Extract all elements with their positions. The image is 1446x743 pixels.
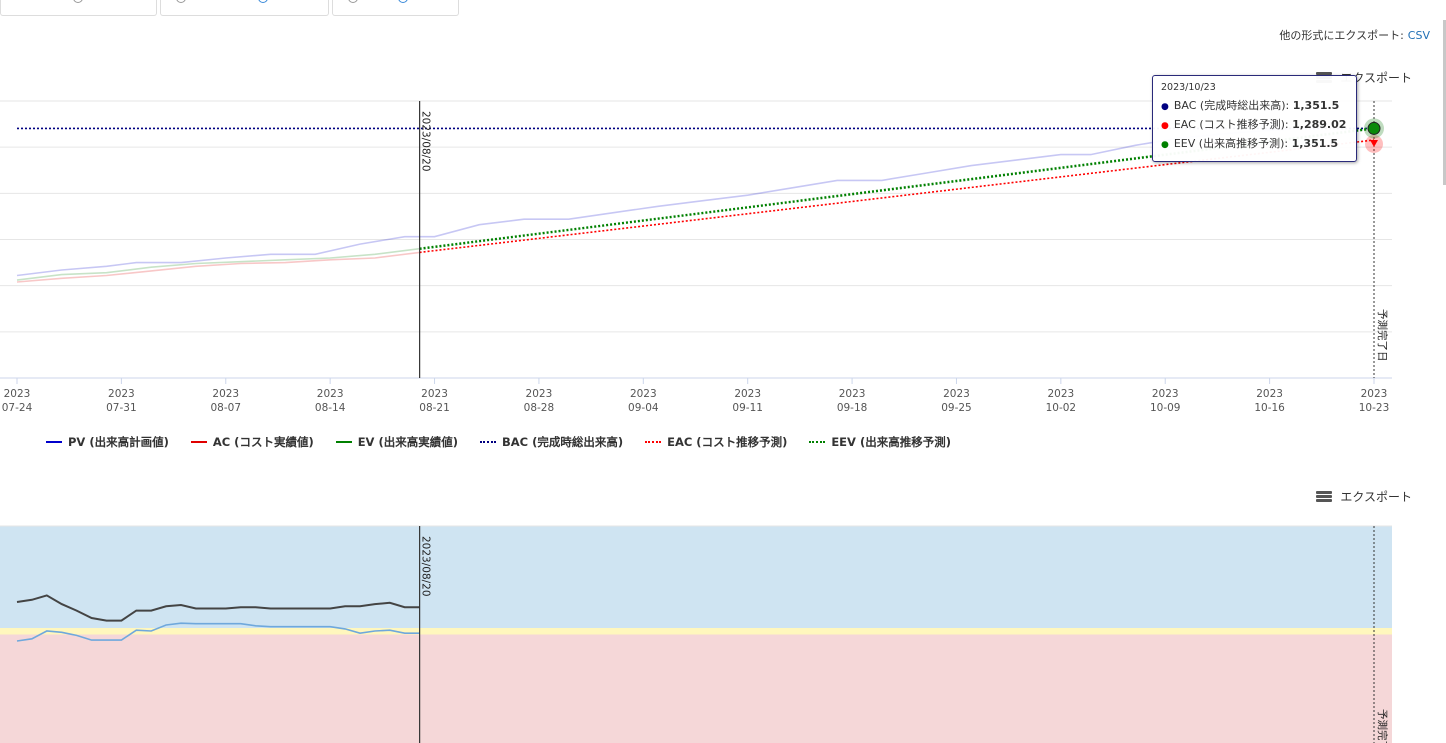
x-tick-label-year: 2023: [1361, 388, 1388, 400]
series-line: [16, 247, 420, 281]
x-tick-label-date: 09-25: [941, 402, 972, 414]
x-tick-label-year: 2023: [734, 388, 761, 400]
x-tick-label-year: 2023: [943, 388, 970, 400]
bullet-icon: ●: [1161, 140, 1169, 150]
x-tick-label-date: 08-28: [524, 402, 555, 414]
x-tick-label-date: 10-23: [1359, 402, 1390, 414]
tooltip-label: EAC (コスト推移予測):: [1173, 118, 1289, 131]
x-tick-label-year: 2023: [212, 388, 239, 400]
menu-icon: [1316, 491, 1333, 502]
tooltip-row-eev: ● EEV (出来高推移予測): 1,351.5: [1161, 135, 1348, 154]
chart-tooltip: 2023/10/23 ● BAC (完成時総出来高): 1,351.5 ● EAC …: [1152, 75, 1357, 162]
x-tick-label-year: 2023: [4, 388, 31, 400]
x-tick-label-year: 2023: [1047, 388, 1074, 400]
x-tick-label-year: 2023: [630, 388, 657, 400]
export-other-formats: 他の形式にエクスポート: CSV: [1279, 27, 1430, 43]
x-tick-label-date: 08-21: [419, 402, 450, 414]
x-tick-label-year: 2023: [839, 388, 866, 400]
tooltip-row-bac: ● BAC (完成時総出来高): 1,351.5: [1161, 97, 1348, 116]
series-line: [16, 622, 420, 642]
x-tick-label-year: 2023: [108, 388, 135, 400]
eac-marker: [1370, 139, 1378, 147]
x-tick-label-year: 2023: [526, 388, 553, 400]
legend-item[interactable]: EV (出来高実績値): [335, 434, 458, 450]
legend-symbol-icon: [645, 441, 662, 443]
eev-marker: [1367, 121, 1381, 135]
x-tick-label-date: 08-07: [211, 402, 242, 414]
x-tick-label-date: 09-11: [732, 402, 763, 414]
legend-item[interactable]: PV (出来高計画値): [46, 434, 169, 450]
tooltip-row-eac: ● EAC (コスト推移予測): 1,289.02: [1161, 116, 1348, 135]
x-tick-label-date: 07-24: [2, 402, 33, 414]
plot-band: [0, 634, 1392, 743]
csv-export-link[interactable]: CSV: [1407, 29, 1430, 42]
legend-label: BAC (完成時総出来高): [501, 435, 624, 449]
legend-symbol-icon: [809, 441, 826, 443]
legend-symbol-icon: [479, 441, 496, 443]
plot-band: [0, 627, 1392, 635]
series-line: [16, 594, 420, 622]
tooltip-value: 1,351.5: [1291, 137, 1339, 150]
x-tick-label-date: 07-31: [106, 402, 137, 414]
x-tick-label-year: 2023: [421, 388, 448, 400]
legend-symbol-icon: [190, 441, 207, 443]
x-tick-label-date: 10-16: [1254, 402, 1285, 414]
export-button-label: エクスポート: [1340, 71, 1412, 85]
legend-item[interactable]: AC (コスト実績値): [190, 434, 314, 450]
plot-line-label: 2023/08/20: [420, 111, 432, 172]
x-tick-label-date: 10-09: [1150, 402, 1181, 414]
page-scrollbar[interactable]: [1443, 20, 1446, 185]
tooltip-value: 1,351.5: [1292, 99, 1340, 112]
x-tick-label-year: 2023: [1152, 388, 1179, 400]
legend-symbol-icon: [46, 441, 62, 443]
x-tick-label-date: 08-14: [315, 402, 346, 414]
legend-item[interactable]: EAC (コスト推移予測): [645, 434, 787, 450]
legend-label: EV (出来高実績値): [357, 435, 458, 449]
plot-line-label: 予測完了日: [1376, 309, 1389, 362]
legend-label: AC (コスト実績値): [212, 435, 314, 449]
plot-line-label: 予測完了日: [1376, 709, 1389, 743]
bullet-icon: ●: [1161, 121, 1169, 131]
tooltip-value: 1,289.02: [1292, 118, 1347, 131]
export-button-bottom[interactable]: エクスポート: [1316, 488, 1412, 505]
chart-legend: PV (出来高計画値) AC (コスト実績値) EV (出来高実績値) BAC (完成…: [46, 434, 951, 450]
top-tab-2[interactable]: [160, 0, 329, 16]
tooltip-label: EEV (出来高推移予測):: [1173, 137, 1289, 150]
x-tick-label-year: 2023: [1256, 388, 1283, 400]
plot-line-label: 2023/08/20: [420, 536, 432, 597]
x-tick-label-year: 2023: [317, 388, 344, 400]
legend-label: EEV (出来高推移予測): [831, 435, 951, 449]
series-line: [16, 127, 1300, 277]
bullet-icon: ●: [1161, 102, 1169, 112]
top-tab-3[interactable]: [332, 0, 459, 16]
plot-band: [0, 526, 1392, 628]
legend-label: PV (出来高計画値): [68, 435, 169, 449]
legend-label: EAC (コスト推移予測): [667, 435, 788, 449]
export-button-label: エクスポート: [1340, 490, 1412, 504]
legend-item[interactable]: BAC (完成時総出来高): [479, 434, 624, 450]
tooltip-date: 2023/10/23: [1161, 82, 1216, 93]
legend-symbol-icon: [335, 441, 352, 443]
export-other-label: 他の形式にエクスポート:: [1279, 29, 1404, 42]
top-tab-1[interactable]: [0, 0, 157, 16]
x-tick-label-date: 09-18: [837, 402, 868, 414]
series-line: [16, 251, 420, 283]
x-tick-label-date: 10-02: [1046, 402, 1077, 414]
tooltip-label: BAC (完成時総出来高):: [1173, 99, 1290, 112]
legend-item[interactable]: EEV (出来高推移予測): [809, 434, 951, 450]
x-tick-label-date: 09-04: [628, 402, 659, 414]
